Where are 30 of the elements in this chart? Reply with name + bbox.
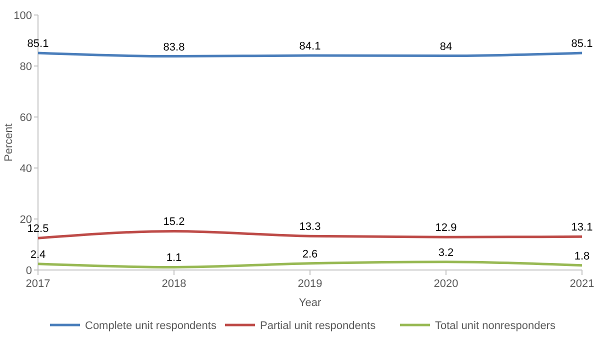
x-tick-label: 2017 bbox=[26, 278, 50, 290]
data-label: 85.1 bbox=[571, 38, 593, 50]
data-label: 2.6 bbox=[302, 248, 318, 260]
y-tick-label: 60 bbox=[20, 112, 32, 124]
data-label: 84.1 bbox=[299, 40, 321, 53]
legend-label: Total unit nonresponders bbox=[435, 320, 556, 332]
x-tick-label: 2019 bbox=[298, 278, 322, 290]
y-tick-label: 40 bbox=[20, 162, 32, 175]
y-axis-title: Percent bbox=[3, 124, 15, 162]
data-label: 1.1 bbox=[166, 252, 182, 264]
data-label: 12.9 bbox=[435, 222, 457, 234]
y-tick-label: 80 bbox=[20, 60, 32, 73]
data-label: 3.2 bbox=[438, 246, 454, 259]
data-label: 2.4 bbox=[30, 248, 46, 261]
x-axis-title: Year bbox=[298, 297, 322, 309]
x-tick-label: 2021 bbox=[570, 278, 594, 290]
data-label: 1.8 bbox=[574, 250, 590, 262]
data-label: 84 bbox=[440, 40, 452, 53]
x-tick-label: 2018 bbox=[162, 278, 186, 290]
data-label: 12.5 bbox=[27, 223, 49, 236]
data-label: 15.2 bbox=[163, 216, 185, 228]
data-label: 13.3 bbox=[299, 221, 321, 234]
data-label: 13.1 bbox=[571, 222, 593, 234]
y-tick-label: 100 bbox=[14, 10, 32, 22]
data-label: 83.8 bbox=[163, 41, 185, 54]
legend-label: Complete unit respondents bbox=[85, 320, 217, 332]
data-label: 85.1 bbox=[27, 38, 49, 50]
y-tick-label: 0 bbox=[26, 264, 32, 277]
x-tick-label: 2020 bbox=[434, 278, 458, 290]
legend-label: Partial unit respondents bbox=[260, 320, 376, 332]
